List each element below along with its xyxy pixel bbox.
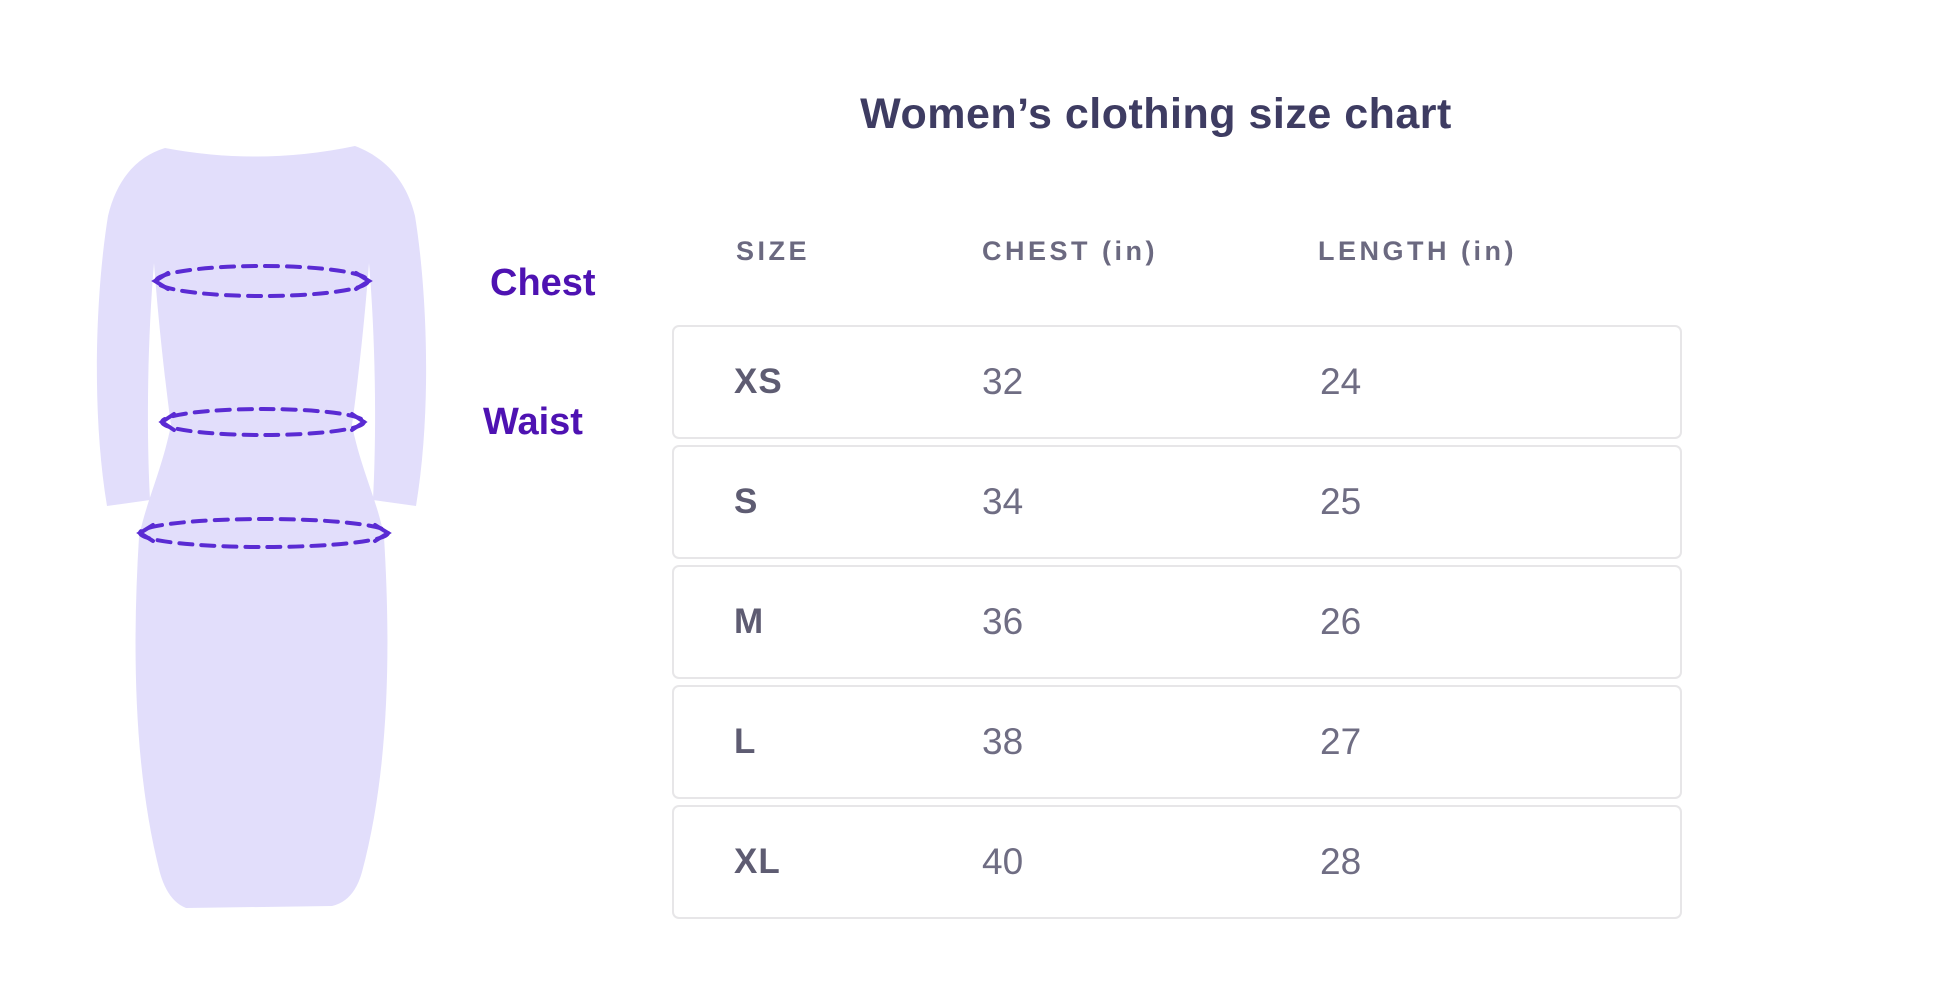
length-cell: 27 — [1320, 721, 1362, 762]
hip-line — [136, 517, 392, 549]
length-cell: 25 — [1320, 481, 1362, 522]
column-header-chest: CHEST (in) — [982, 236, 1158, 266]
size-cell: XS — [734, 362, 783, 401]
chest-label: Chest — [490, 262, 596, 304]
waist-line — [158, 407, 368, 437]
chest-cell: 38 — [982, 721, 1024, 762]
column-header-length: LENGTH (in) — [1318, 236, 1517, 266]
waist-label: Waist — [483, 401, 583, 443]
length-cell: 26 — [1320, 601, 1362, 642]
table-row: XS 32 24 — [672, 325, 1682, 439]
chest-cell: 36 — [982, 601, 1024, 642]
length-cell: 24 — [1320, 361, 1362, 402]
chest-cell: 40 — [982, 841, 1024, 882]
length-cell: 28 — [1320, 841, 1362, 882]
column-header-size: SIZE — [736, 236, 811, 266]
size-cell: L — [734, 722, 757, 761]
table-row: M 36 26 — [672, 565, 1682, 679]
dress-silhouette — [96, 146, 427, 908]
size-cell: S — [734, 482, 759, 521]
chest-line — [151, 264, 373, 298]
dress-illustration — [96, 146, 427, 908]
page-title: Women’s clothing size chart — [860, 90, 1452, 138]
size-cell: M — [734, 602, 765, 641]
table-row: XL 40 28 — [672, 805, 1682, 919]
table-row: L 38 27 — [672, 685, 1682, 799]
table-header-row: SIZE CHEST (in) LENGTH (in) — [672, 236, 1682, 272]
table-row: S 34 25 — [672, 445, 1682, 559]
chest-cell: 32 — [982, 361, 1024, 402]
chest-cell: 34 — [982, 481, 1024, 522]
size-table-body: XS 32 24 S 34 25 M 36 26 L 38 27 XL 40 28 — [672, 325, 1682, 925]
size-cell: XL — [734, 842, 781, 881]
